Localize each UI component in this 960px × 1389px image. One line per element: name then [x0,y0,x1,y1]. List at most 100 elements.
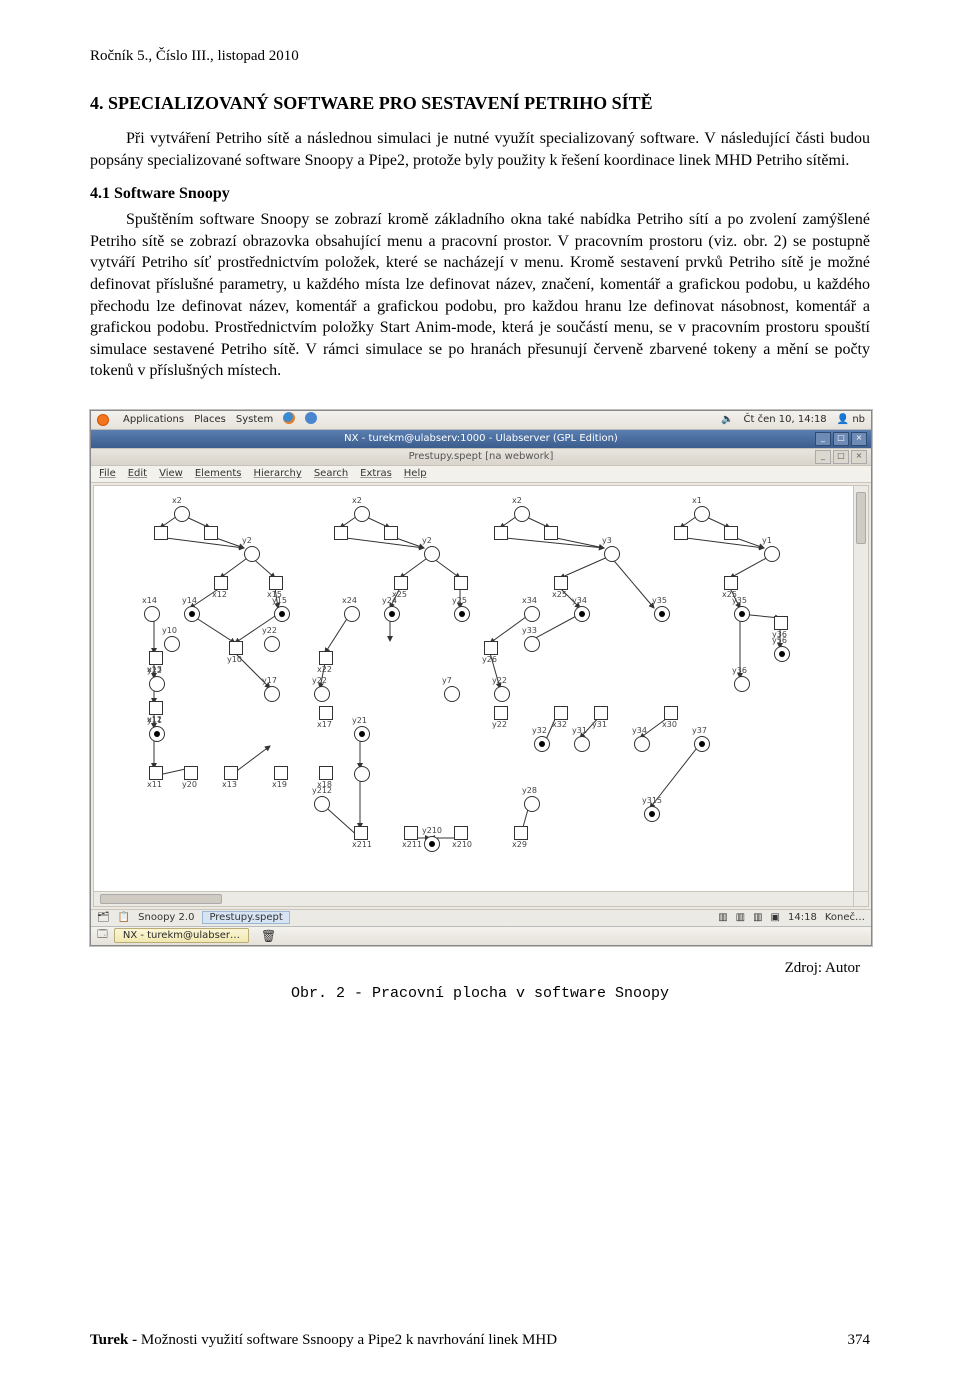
petri-place[interactable] [264,636,280,652]
petri-transition[interactable] [724,526,738,540]
petri-place[interactable] [314,686,330,702]
user-indicator[interactable]: 👤 nb [837,414,865,425]
petri-transition[interactable] [319,706,333,720]
petri-place[interactable] [734,676,750,692]
petri-transition[interactable] [774,616,788,630]
tray-icon[interactable]: ▥ [736,912,745,923]
petri-place[interactable] [694,736,710,752]
petri-transition[interactable] [274,766,288,780]
petri-transition[interactable] [544,526,558,540]
petri-transition[interactable] [319,766,333,780]
petri-transition[interactable] [484,641,498,655]
petri-place[interactable] [654,606,670,622]
tray-icon[interactable]: ▥ [718,912,727,923]
petri-transition[interactable] [149,701,163,715]
tray-text[interactable]: Koneč… [825,912,865,923]
firefox-icon[interactable] [283,412,295,427]
petri-transition[interactable] [154,526,168,540]
petri-place[interactable] [524,636,540,652]
petri-place[interactable] [354,726,370,742]
help-icon[interactable] [305,412,317,427]
petri-place[interactable] [244,546,260,562]
petri-place[interactable] [274,606,290,622]
toolbar-icon[interactable]: 🗂 [97,912,110,923]
menu-places[interactable]: Places [194,414,226,425]
petri-transition[interactable] [664,706,678,720]
petri-transition[interactable] [724,576,738,590]
horizontal-scrollbar[interactable] [94,891,854,906]
petri-transition[interactable] [334,526,348,540]
petri-place[interactable] [694,506,710,522]
petri-transition[interactable] [319,651,333,665]
petri-transition[interactable] [554,576,568,590]
petri-place[interactable] [534,736,550,752]
petri-place[interactable] [424,836,440,852]
snoopy-minimize-button[interactable]: _ [815,450,831,464]
petri-place[interactable] [734,606,750,622]
petri-transition[interactable] [454,576,468,590]
tray-icon[interactable]: ▣ [771,912,780,923]
menu-view[interactable]: View [159,468,183,479]
vertical-scrollbar[interactable] [853,486,868,892]
petri-place[interactable] [524,606,540,622]
petri-place[interactable] [314,796,330,812]
petri-place[interactable] [454,606,470,622]
menu-elements[interactable]: Elements [195,468,242,479]
petri-transition[interactable] [229,641,243,655]
petri-transition[interactable] [454,826,468,840]
petri-place[interactable] [354,766,370,782]
petri-place[interactable] [149,676,165,692]
menu-extras[interactable]: Extras [360,468,392,479]
petri-place[interactable] [604,546,620,562]
petri-transition[interactable] [204,526,218,540]
menu-system[interactable]: System [236,414,273,425]
maximize-button[interactable]: □ [833,432,849,446]
petri-transition[interactable] [224,766,238,780]
menu-file[interactable]: File [99,468,116,479]
petri-place[interactable] [494,686,510,702]
petri-transition[interactable] [394,576,408,590]
petri-place[interactable] [514,506,530,522]
petri-place[interactable] [574,606,590,622]
petri-transition[interactable] [494,706,508,720]
petri-transition[interactable] [554,706,568,720]
petri-place[interactable] [164,636,180,652]
minimize-button[interactable]: _ [815,432,831,446]
tray-icon[interactable]: ▥ [753,912,762,923]
petri-transition[interactable] [514,826,528,840]
taskbar-item-nx[interactable]: NX - turekm@ulabser… [114,928,249,943]
petri-place[interactable] [764,546,780,562]
petri-place[interactable] [149,726,165,742]
petri-transition[interactable] [674,526,688,540]
petri-place[interactable] [144,606,160,622]
volume-icon[interactable]: 🔈 [721,414,733,425]
close-button[interactable]: × [851,432,867,446]
petri-transition[interactable] [269,576,283,590]
petri-place[interactable] [644,806,660,822]
petri-transition[interactable] [184,766,198,780]
petri-place[interactable] [424,546,440,562]
petri-transition[interactable] [594,706,608,720]
petri-transition[interactable] [149,766,163,780]
petri-transition[interactable] [354,826,368,840]
petri-place[interactable] [174,506,190,522]
petri-place[interactable] [524,796,540,812]
petri-place[interactable] [354,506,370,522]
show-desktop-icon[interactable]: 🗔 [97,927,108,944]
petri-place[interactable] [264,686,280,702]
snoopy-close-button[interactable]: × [851,450,867,464]
petri-transition[interactable] [214,576,228,590]
petri-place[interactable] [444,686,460,702]
petri-transition[interactable] [494,526,508,540]
snoopy-maximize-button[interactable]: □ [833,450,849,464]
trash-icon[interactable]: 🗑 [261,929,275,943]
menu-edit[interactable]: Edit [128,468,147,479]
petri-place[interactable] [774,646,790,662]
petri-transition[interactable] [404,826,418,840]
menu-search[interactable]: Search [314,468,348,479]
menu-applications[interactable]: Applications [123,414,184,425]
petri-transition[interactable] [384,526,398,540]
petri-place[interactable] [574,736,590,752]
statusbar-document[interactable]: Prestupy.spept [202,911,289,924]
petri-place[interactable] [344,606,360,622]
